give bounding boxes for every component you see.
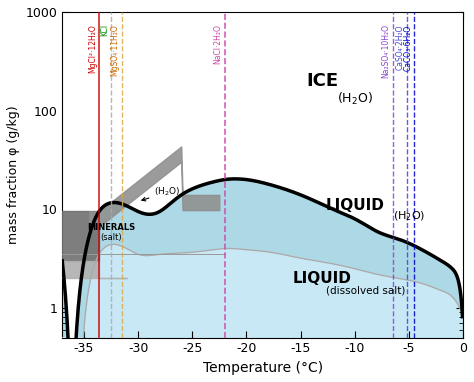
Text: MgSO₄·11H₂O: MgSO₄·11H₂O [110,24,119,76]
Text: ICE: ICE [306,72,338,90]
Text: Na₂SO₄·10H₂O: Na₂SO₄·10H₂O [382,24,391,78]
Text: (dissolved salt): (dissolved salt) [326,286,405,296]
Polygon shape [62,212,99,261]
Text: LIQUID: LIQUID [325,198,384,213]
Text: LIQUID: LIQUID [293,271,352,286]
Text: (H$_2$O): (H$_2$O) [142,186,181,201]
Y-axis label: mass fraction φ (g/kg): mass fraction φ (g/kg) [7,105,20,244]
Text: MINERALS: MINERALS [87,223,135,232]
Polygon shape [62,261,127,278]
Text: KCl: KCl [100,24,109,36]
Text: CaCO₃·6H₂O: CaCO₃·6H₂O [403,24,412,71]
X-axis label: Temperature (°C): Temperature (°C) [202,361,323,375]
Text: CaSO₄·2H₂O: CaSO₄·2H₂O [396,24,404,70]
Text: (H$_2$O): (H$_2$O) [337,91,373,107]
Text: MgCl²·12H₂O: MgCl²·12H₂O [88,24,97,73]
Text: (H$_2$O): (H$_2$O) [393,209,425,223]
Text: NaCl·2H₂O: NaCl·2H₂O [214,24,223,64]
Text: (salt): (salt) [100,233,122,242]
